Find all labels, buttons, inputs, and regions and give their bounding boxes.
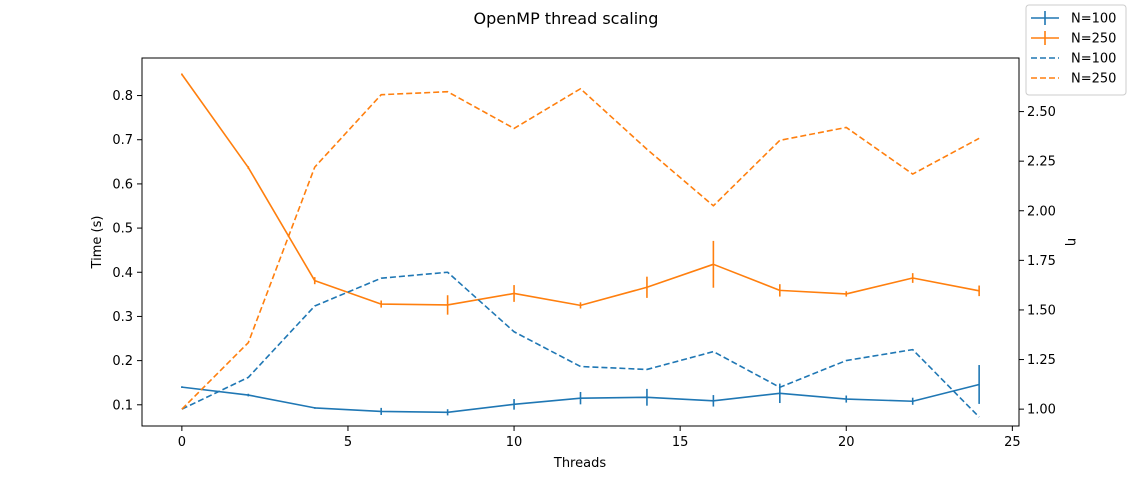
- y-left-tick-label: 0.6: [112, 177, 133, 192]
- x-tick-label: 15: [672, 435, 689, 450]
- legend-label: N=250: [1071, 72, 1116, 87]
- y-right-tick-label: 2.50: [1027, 105, 1056, 120]
- x-tick-label: 5: [344, 435, 352, 450]
- x-tick-label: 20: [838, 435, 855, 450]
- y-left-tick-label: 0.4: [112, 266, 133, 281]
- y-axis-left: 0.1 0.2 0.3 0.4 0.5 0.6 0.7 0.8: [112, 89, 142, 413]
- chart-title: OpenMP thread scaling: [474, 9, 659, 28]
- y-axis-left-label: Time (s): [90, 216, 105, 270]
- plot-area: [181, 73, 980, 418]
- y-right-tick-label: 1.25: [1027, 353, 1056, 368]
- x-axis: 0 5 10 15 20 25: [178, 426, 1021, 450]
- series-n250-left: [181, 73, 980, 315]
- series-n100-left: [181, 365, 980, 416]
- legend-label: N=100: [1071, 12, 1116, 27]
- legend-label: N=250: [1071, 32, 1116, 47]
- x-tick-label: 25: [1004, 435, 1021, 450]
- y-right-tick-label: 2.00: [1027, 204, 1056, 219]
- legend-item: N=100: [1031, 11, 1116, 27]
- y-left-tick-label: 0.5: [112, 222, 133, 237]
- y-left-tick-label: 0.2: [112, 354, 133, 369]
- legend-item: N=250: [1031, 31, 1116, 47]
- x-tick-label: 10: [506, 435, 523, 450]
- y-right-tick-label: 2.25: [1027, 155, 1056, 170]
- y-right-tick-label: 1.75: [1027, 254, 1056, 269]
- y-left-tick-label: 0.8: [112, 89, 133, 104]
- series-line: [181, 271, 980, 418]
- series-n250-right: [181, 87, 980, 410]
- legend-label: N=100: [1071, 52, 1116, 67]
- series-n100-right: [181, 271, 980, 418]
- series-line: [181, 73, 980, 307]
- legend-box: [1025, 4, 1127, 96]
- y-axis-right-label: η: [1064, 238, 1079, 246]
- series-line: [181, 87, 980, 410]
- x-tick-label: 0: [178, 435, 186, 450]
- y-left-tick-label: 0.7: [112, 133, 133, 148]
- legend-item: N=100: [1031, 52, 1116, 67]
- legend-item: N=250: [1031, 72, 1116, 87]
- legend: N=100 N=250 N=100 N=250: [1025, 4, 1127, 96]
- plot-frame: [141, 57, 1020, 427]
- y-axis-right: 1.00 1.25 1.50 1.75 2.00 2.25 2.50: [1019, 105, 1056, 418]
- y-left-tick-label: 0.3: [112, 310, 133, 325]
- y-right-tick-label: 1.00: [1027, 403, 1056, 418]
- y-left-tick-label: 0.1: [112, 398, 133, 413]
- y-right-tick-label: 1.50: [1027, 303, 1056, 318]
- x-axis-label: Threads: [553, 456, 606, 471]
